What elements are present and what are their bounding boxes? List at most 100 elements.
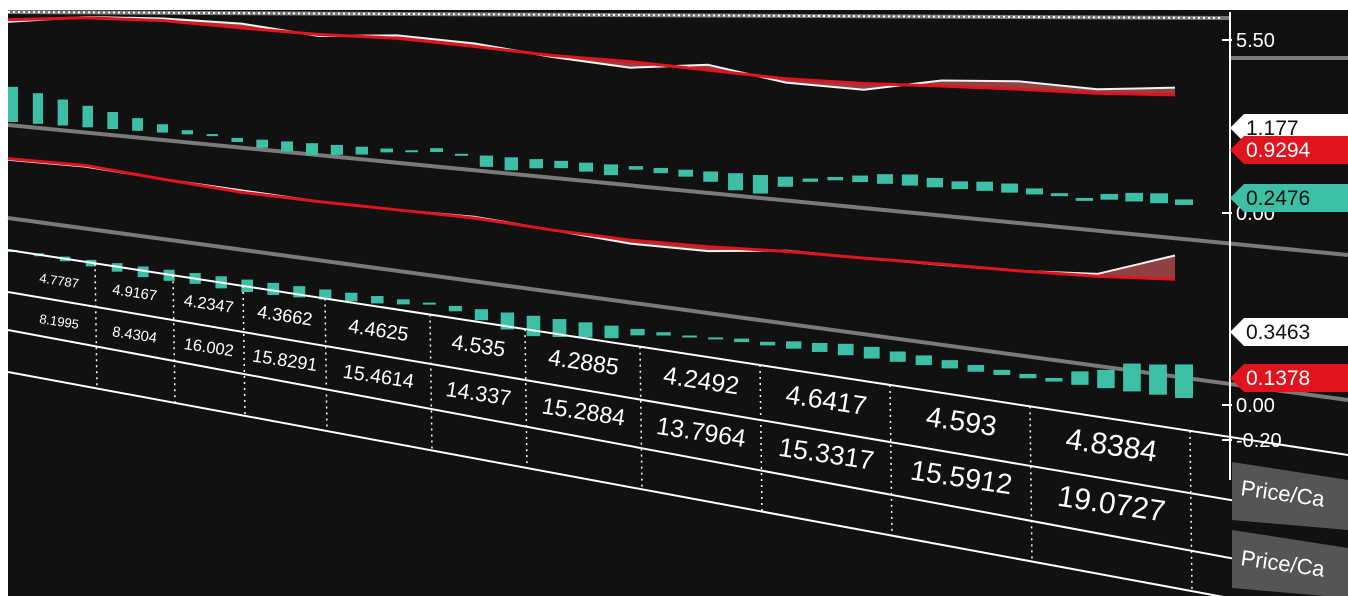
histogram-bar <box>827 177 843 181</box>
histogram-bar <box>267 282 280 295</box>
histogram-bar <box>1071 371 1089 385</box>
histogram-bar <box>967 364 985 372</box>
histogram-bar <box>137 266 149 278</box>
histogram-bar <box>734 338 750 343</box>
histogram-bar <box>1125 192 1143 202</box>
table-col-divider <box>524 329 528 468</box>
value-tag-upper-hist: 0.2476 <box>1230 184 1348 212</box>
row-label-box <box>1232 530 1348 596</box>
histogram-bar <box>852 175 868 183</box>
histogram-bar <box>181 130 193 135</box>
top-dotted-line <box>7 11 1223 19</box>
histogram-bar <box>132 118 143 131</box>
histogram-bar <box>837 343 854 356</box>
histogram-bar <box>802 178 818 182</box>
area-fill-layer <box>8 17 1175 280</box>
histogram-bar <box>1001 183 1018 193</box>
table-col-divider <box>1029 406 1033 562</box>
histogram-bar <box>206 134 218 137</box>
histogram-bar <box>305 143 318 156</box>
histogram-bar <box>1019 373 1037 379</box>
value-tag-shape <box>1230 136 1348 164</box>
table-row-line <box>7 329 1348 581</box>
histogram-bar <box>578 322 593 338</box>
table-col-divider <box>324 298 328 431</box>
histogram-bar <box>915 355 932 366</box>
series-line-red <box>7 16 1176 97</box>
value-tag-shape <box>1230 318 1348 346</box>
histogram-bar <box>8 86 18 122</box>
histogram-bar <box>877 174 893 184</box>
histogram-bar <box>656 332 671 336</box>
histogram-bar <box>371 296 384 304</box>
histogram-bar <box>728 173 743 191</box>
value-tag-lower-white: 0.3463 <box>1230 318 1348 346</box>
histogram-bar <box>760 341 776 346</box>
value-tag-shape <box>1230 184 1348 212</box>
histogram-bar <box>256 139 268 148</box>
histogram-bar <box>811 342 828 352</box>
histogram-bar <box>330 144 343 155</box>
histogram-bar <box>474 309 488 321</box>
value-tag-label: 1.177 <box>1246 117 1299 140</box>
histogram-bar <box>32 93 43 124</box>
table-cell: 4.7787 <box>38 270 80 291</box>
histogram-bar <box>752 174 768 194</box>
histogram-bar <box>156 124 168 133</box>
panel-divider <box>7 123 1348 257</box>
histogram-bar <box>976 181 993 191</box>
histogram-bar <box>107 112 118 130</box>
value-tag-label: 0.9294 <box>1246 139 1311 162</box>
histogram-bar <box>293 286 306 298</box>
histogram-bar <box>941 360 958 369</box>
value-tag-label: 0.1378 <box>1246 367 1310 390</box>
value-tag-upper-white: 1.177 <box>1230 114 1348 142</box>
histogram-bar <box>653 167 668 174</box>
value-tag-shape <box>1230 114 1348 142</box>
histogram-bar <box>231 137 243 142</box>
histogram-layer <box>8 86 1193 398</box>
histogram-bar <box>603 164 618 176</box>
histogram-bar <box>708 337 723 340</box>
histogram-bar <box>1150 193 1168 204</box>
histogram-bar <box>82 105 93 128</box>
histogram-bar <box>552 319 567 337</box>
histogram-bar <box>1123 363 1141 392</box>
axis-tick-label: -0.20 <box>1236 430 1282 452</box>
histogram-bar <box>1050 193 1068 197</box>
histogram-bar <box>901 174 918 186</box>
histogram-bar <box>1100 193 1118 200</box>
histogram-bar <box>630 328 645 336</box>
histogram-bar <box>604 325 619 339</box>
series-line-layer <box>7 16 1176 281</box>
histogram-bar <box>682 335 697 338</box>
histogram-bar <box>926 177 943 188</box>
histogram-bar <box>1097 369 1115 389</box>
axis-tick-label: 5.50 <box>1236 30 1275 52</box>
histogram-bar <box>529 159 543 169</box>
axis-tick-label: 0.00 <box>1236 395 1275 417</box>
histogram-bar <box>951 181 968 190</box>
value-tag-lower-red: 0.1378 <box>1230 364 1348 392</box>
table-cell: 8.4304 <box>111 324 158 346</box>
histogram-bar <box>345 292 358 302</box>
histogram-bar <box>863 346 880 359</box>
histogram-bar <box>405 150 418 153</box>
table-row-line <box>7 249 1348 456</box>
histogram-bar <box>1075 197 1093 201</box>
histogram-bar <box>479 155 493 167</box>
histogram-bar <box>579 162 593 172</box>
table-cell: 8.1995 <box>38 311 80 332</box>
table-col-divider <box>429 314 433 451</box>
histogram-bar <box>554 160 568 169</box>
table-col-divider <box>889 384 893 536</box>
value-tag-upper-red: 0.9294 <box>1230 136 1348 164</box>
histogram-bar <box>380 148 393 153</box>
value-tag-shape <box>1230 364 1348 392</box>
histogram-bar <box>703 171 718 182</box>
histogram-bar <box>1045 378 1063 382</box>
histogram-bar <box>678 169 693 177</box>
histogram-bar <box>504 157 518 171</box>
